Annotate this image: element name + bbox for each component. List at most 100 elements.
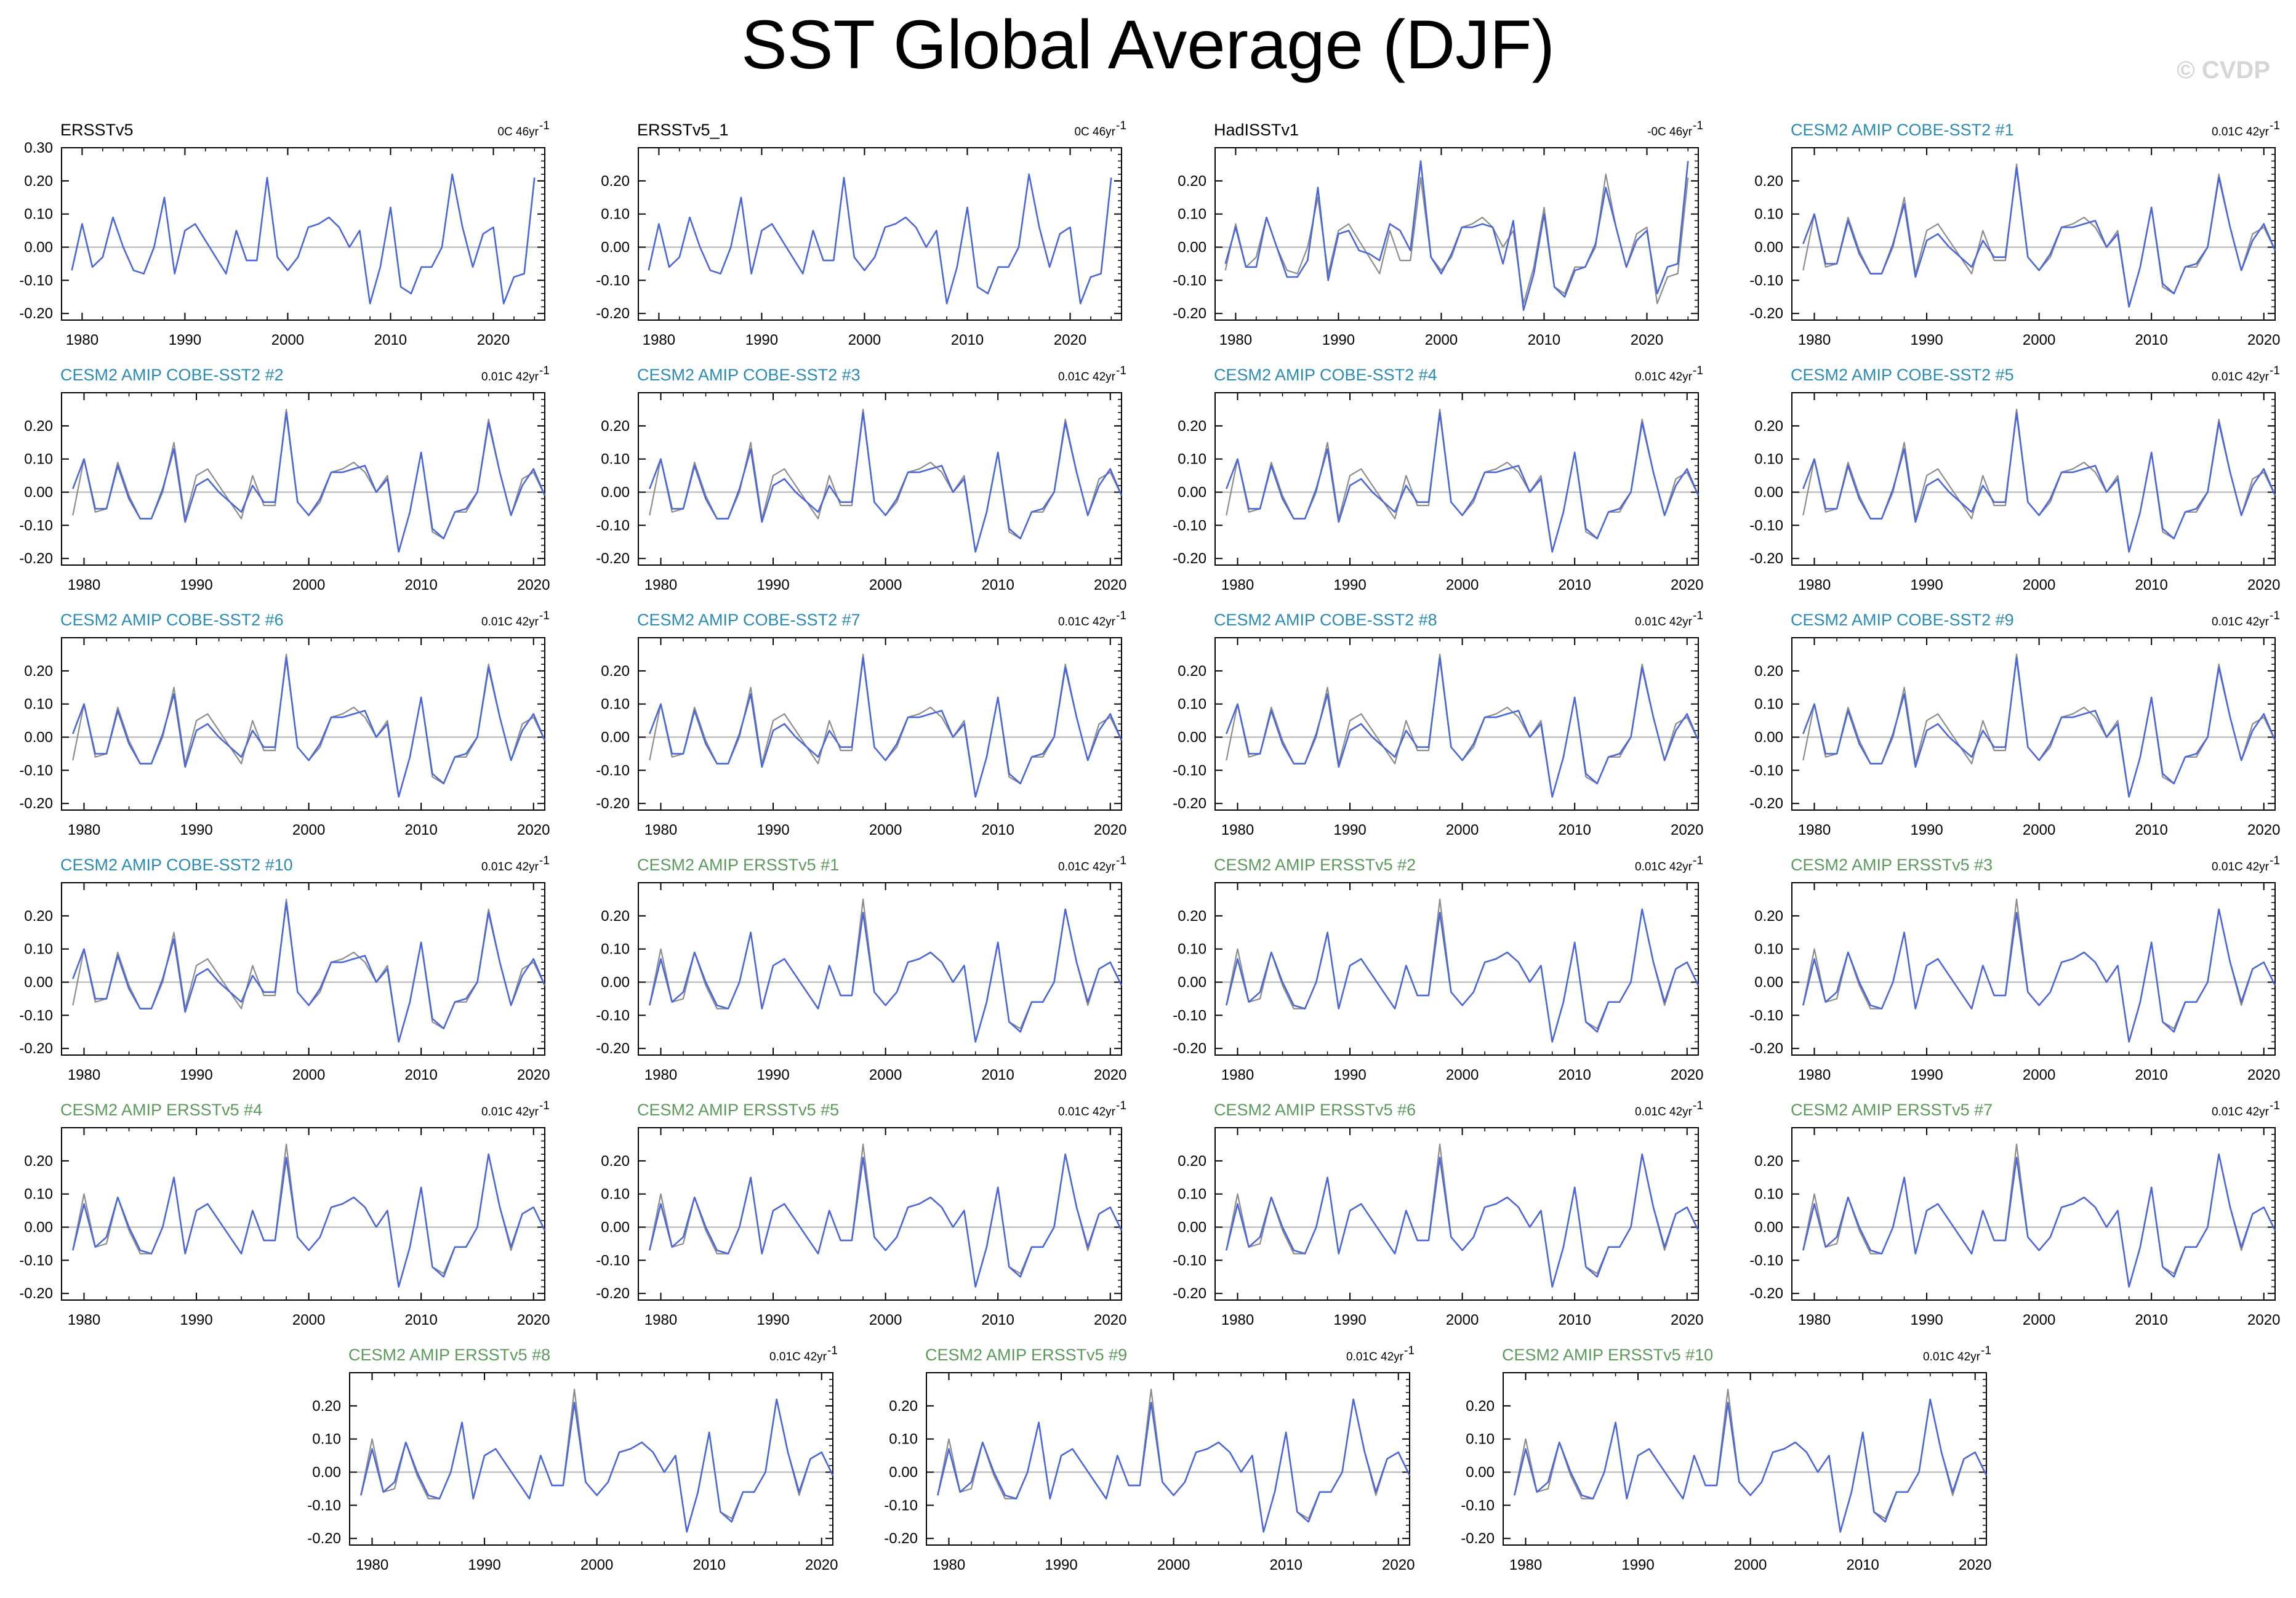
y-tick-label: 0.20 xyxy=(601,908,630,925)
y-tick-label: -0.10 xyxy=(596,1252,630,1269)
y-tick-label: -0.10 xyxy=(596,517,630,534)
x-tick-label: 1980 xyxy=(1798,822,1831,838)
y-tick-label: 0.00 xyxy=(1466,1464,1495,1481)
series-line-reference xyxy=(72,898,545,1043)
trend-label: 0.01C 42yr xyxy=(769,1351,827,1363)
series-line-reference xyxy=(1802,408,2276,553)
page-title: SST Global Average (DJF) xyxy=(741,6,1555,83)
x-tick-label: 2000 xyxy=(580,1557,613,1573)
plot-frame xyxy=(1214,147,1699,321)
y-tick-label: 0.10 xyxy=(889,1431,918,1448)
panel-13: CESM2 AMIP COBE-SST2 #10 0.01C 42yr -1 0.20… xyxy=(19,854,550,1083)
panel-title: CESM2 AMIP ERSSTv5 #1 xyxy=(637,856,839,874)
x-tick-label: 2010 xyxy=(1558,1312,1591,1328)
panel-title: CESM2 AMIP ERSSTv5 #8 xyxy=(348,1346,550,1364)
y-tick-label: -0.20 xyxy=(1173,1040,1206,1057)
x-tick-label: 2010 xyxy=(1558,577,1591,593)
series-line-reference xyxy=(649,1143,1122,1288)
plot-frame xyxy=(61,637,545,811)
y-tick-label: 0.10 xyxy=(24,696,53,713)
x-tick-label: 2010 xyxy=(1846,1557,1879,1573)
series-line-reference xyxy=(649,653,1122,798)
y-tick-label: -0.10 xyxy=(596,1007,630,1024)
x-tick-label: 2020 xyxy=(1094,822,1126,838)
x-tick-label: 2000 xyxy=(1157,1557,1190,1573)
x-tick-label: 1980 xyxy=(1221,822,1254,838)
panel-7: CESM2 AMIP COBE-SST2 #4 0.01C 42yr -1 0.20 0… xyxy=(1173,364,1703,593)
y-tick-label: 0.00 xyxy=(1178,729,1206,746)
x-tick-label: 2000 xyxy=(1446,1312,1479,1328)
x-tick-label: 1990 xyxy=(757,577,789,593)
trend-label: 0.01C 42yr xyxy=(1058,616,1116,628)
y-tick-label: 0.00 xyxy=(1754,729,1783,746)
y-tick-label: 0.00 xyxy=(24,1219,53,1236)
x-tick-label: 2010 xyxy=(2135,822,2167,838)
y-tick-label: 0.10 xyxy=(601,696,630,713)
y-tick-label: -0.10 xyxy=(1461,1497,1495,1514)
panel-6: CESM2 AMIP COBE-SST2 #3 0.01C 42yr -1 0.20 0… xyxy=(596,364,1126,593)
panel-title: CESM2 AMIP COBE-SST2 #2 xyxy=(60,366,284,384)
x-tick-label: 1980 xyxy=(644,1067,677,1083)
y-tick-label: -0.20 xyxy=(1173,550,1206,567)
series-line-cobe xyxy=(72,902,546,1043)
panel-title: CESM2 AMIP ERSSTv5 #3 xyxy=(1791,856,1993,874)
y-tick-label: -0.20 xyxy=(307,1530,341,1547)
y-tick-label: -0.20 xyxy=(1173,795,1206,812)
series-line-ersst xyxy=(72,1153,546,1288)
series-line-ersst xyxy=(1226,1153,1700,1288)
y-tick-label: 0.10 xyxy=(24,206,53,223)
trend-exponent: -1 xyxy=(1116,119,1126,132)
panel-19: CESM2 AMIP ERSSTv5 #6 0.01C 42yr -1 0.20 0.1… xyxy=(1173,1099,1703,1328)
x-tick-label: 1990 xyxy=(1621,1557,1654,1573)
y-tick-label: -0.20 xyxy=(596,550,630,567)
y-tick-label: -0.20 xyxy=(596,795,630,812)
plot-frame xyxy=(638,1127,1122,1301)
series-line-ersst xyxy=(1514,1398,1988,1533)
panel-title: CESM2 AMIP ERSSTv5 #7 xyxy=(1791,1101,1993,1119)
series-line-ersst xyxy=(1802,1153,2276,1288)
y-tick-label: 0.00 xyxy=(1178,239,1206,256)
trend-exponent: -1 xyxy=(1404,1344,1415,1357)
series-line-reference xyxy=(360,1388,833,1533)
y-tick-label: 0.10 xyxy=(1754,1186,1783,1203)
plot-frame xyxy=(349,1372,833,1546)
plot-frame xyxy=(638,392,1122,566)
y-tick-label: -0.20 xyxy=(1173,305,1206,322)
x-tick-label: 2010 xyxy=(692,1557,725,1573)
y-tick-label: 0.10 xyxy=(312,1431,341,1448)
x-tick-label: 1990 xyxy=(1910,332,1943,348)
series-line-reference xyxy=(1226,408,1699,553)
panel-title: CESM2 AMIP ERSSTv5 #4 xyxy=(60,1101,262,1119)
series-line-reference xyxy=(1802,163,2276,308)
x-tick-label: 2000 xyxy=(2023,1312,2055,1328)
y-tick-label: 0.10 xyxy=(1178,451,1206,468)
plot-frame xyxy=(638,637,1122,811)
y-tick-label: 0.20 xyxy=(601,418,630,435)
panel-16: CESM2 AMIP ERSSTv5 #3 0.01C 42yr -1 0.20 0.1… xyxy=(1749,854,2280,1083)
x-tick-label: 1990 xyxy=(180,1067,212,1083)
series-line-cobe xyxy=(1802,166,2276,308)
x-tick-label: 1990 xyxy=(1333,577,1366,593)
x-tick-label: 1990 xyxy=(180,1312,212,1328)
y-tick-label: -0.20 xyxy=(19,1285,53,1302)
panel-title: HadISSTv1 xyxy=(1214,121,1299,139)
x-tick-label: 1980 xyxy=(1509,1557,1542,1573)
series-line-reference xyxy=(1226,1143,1699,1288)
y-tick-label: 0.10 xyxy=(1466,1431,1495,1448)
trend-exponent: -1 xyxy=(1693,119,1703,132)
x-tick-label: 2010 xyxy=(981,1312,1014,1328)
y-tick-label: 0.10 xyxy=(1754,451,1783,468)
y-tick-label: 0.20 xyxy=(601,663,630,680)
panel-22: CESM2 AMIP ERSSTv5 #9 0.01C 42yr -1 0.20 0.1… xyxy=(884,1344,1415,1573)
x-tick-label: 1990 xyxy=(1333,1312,1366,1328)
y-tick-label: 0.00 xyxy=(24,729,53,746)
x-tick-label: 2000 xyxy=(848,332,881,348)
panel-23: CESM2 AMIP ERSSTv5 #10 0.01C 42yr -1 0.20 0.… xyxy=(1461,1344,1991,1573)
plot-frame xyxy=(61,147,545,321)
y-tick-label: 0.00 xyxy=(601,974,630,991)
y-tick-label: 0.00 xyxy=(601,239,630,256)
panel-11: CESM2 AMIP COBE-SST2 #8 0.01C 42yr -1 0.20 0… xyxy=(1173,609,1703,838)
x-tick-label: 2010 xyxy=(2135,577,2167,593)
panel-18: CESM2 AMIP ERSSTv5 #5 0.01C 42yr -1 0.20 0.1… xyxy=(596,1099,1126,1328)
